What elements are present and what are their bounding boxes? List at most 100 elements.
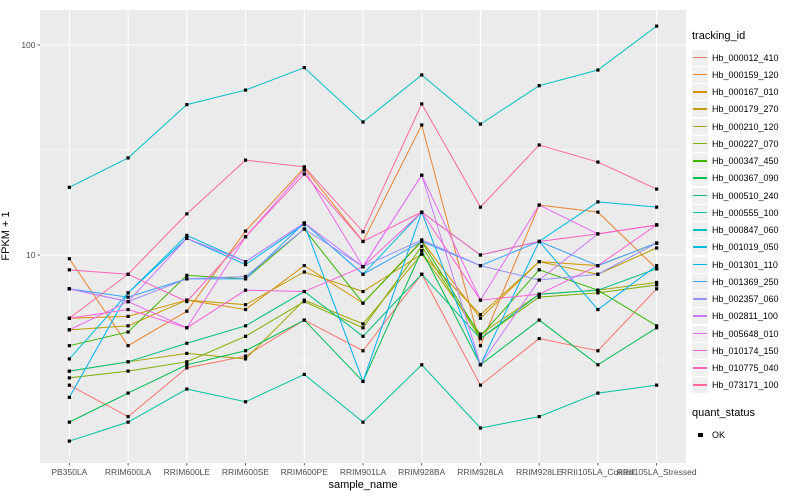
legend-label: Hb_000210_120 [712,121,779,132]
x-axis-title: sample_name [328,479,398,491]
data-point [302,372,306,377]
data-point [185,273,189,277]
legend-item-Hb_002811_100: Hb_002811_100 [692,308,798,325]
data-point [537,239,541,244]
data-point [655,205,659,209]
data-point [596,264,600,268]
data-point [655,187,659,191]
legend-item-Hb_000179_270: Hb_000179_270 [692,101,798,118]
data-point [478,363,483,367]
data-point [67,420,71,424]
x-tick-label: RRIM928LE [516,467,563,477]
legend-label: Hb_000167_010 [712,87,779,98]
line-swatch-icon [693,367,707,369]
legend-key-icon [692,101,708,118]
line-swatch-icon [693,349,707,352]
line-swatch-icon [693,108,707,110]
legend: tracking_id Hb_000012_410 Hb_000159_120 Hb… [692,30,798,443]
legend-item-Hb_000510_240: Hb_000510_240 [692,187,798,204]
line-swatch-icon [693,298,707,300]
data-point [596,210,600,214]
data-point [302,270,306,274]
line-swatch-icon [693,384,707,386]
legend-label-ok: OK [712,429,726,440]
legend-label: Hb_005648_010 [712,328,779,339]
data-point [537,268,541,272]
data-point [655,241,659,245]
legend-key-icon [692,118,708,135]
data-point [537,260,541,264]
data-point [67,316,71,320]
data-point [302,66,306,70]
data-point [243,349,248,353]
data-point [420,248,424,253]
data-point [596,391,600,395]
data-point [185,233,189,237]
legend-label: Hb_002357_060 [712,294,779,305]
data-point [596,349,600,353]
data-point [67,268,71,272]
legend-item-Hb_000210_120: Hb_000210_120 [692,118,798,135]
data-point [596,160,600,164]
line-swatch-icon [693,142,707,145]
data-point [243,277,248,281]
legend-label: Hb_000367_090 [712,173,779,184]
data-point [67,328,71,332]
data-point [596,363,600,367]
data-point [67,344,71,348]
data-point [478,122,483,126]
data-point [243,400,248,404]
data-point [478,334,483,338]
legend-item-Hb_002357_060: Hb_002357_060 [692,291,798,308]
data-point [185,309,189,313]
data-point [478,344,483,348]
legend-label: Hb_000347_450 [712,156,779,167]
legend-label: Hb_010775_040 [712,363,779,374]
legend-item-Hb_000347_450: Hb_000347_450 [692,153,798,170]
square-point-icon [698,432,703,438]
data-point [655,280,659,285]
data-point [243,260,248,264]
legend-label: Hb_000227_070 [712,138,779,149]
data-point [361,265,365,269]
data-point [126,314,130,319]
data-point [126,415,130,419]
data-point [478,336,483,341]
legend-item-Hb_005648_010: Hb_005648_010 [692,325,798,342]
data-point [185,326,189,330]
data-point [361,326,365,330]
data-point [596,291,600,295]
data-point [361,379,365,384]
x-tick-label: RRIM600SE [222,467,270,477]
legend-key-icon [692,360,708,377]
line-swatch-icon [693,56,707,59]
legend-key-icon [692,291,708,308]
data-point [185,103,189,107]
x-tick-label: RRII105LA_Stressed [617,467,697,477]
data-point [185,360,189,364]
data-point [126,295,130,299]
legend-item-Hb_000227_070: Hb_000227_070 [692,135,798,152]
data-point [420,363,424,367]
data-point [126,324,130,328]
legend-key-icon [692,273,708,290]
data-point [67,369,71,373]
data-point [243,288,248,292]
data-point [361,272,365,276]
legend-key-ok [692,427,708,443]
data-point [302,168,306,172]
legend-item-Hb_000159_120: Hb_000159_120 [692,66,798,83]
line-swatch-icon [693,73,707,76]
line-swatch-icon [693,229,707,231]
line-swatch-icon [693,280,707,283]
legend-key-icon [692,342,708,359]
data-point [361,349,365,353]
data-point [185,351,189,355]
data-point [126,391,130,395]
data-point [185,387,189,391]
data-point [302,264,306,268]
legend-key-icon [692,325,708,342]
line-swatch-icon [693,211,707,214]
legend-key-icon [692,49,708,66]
